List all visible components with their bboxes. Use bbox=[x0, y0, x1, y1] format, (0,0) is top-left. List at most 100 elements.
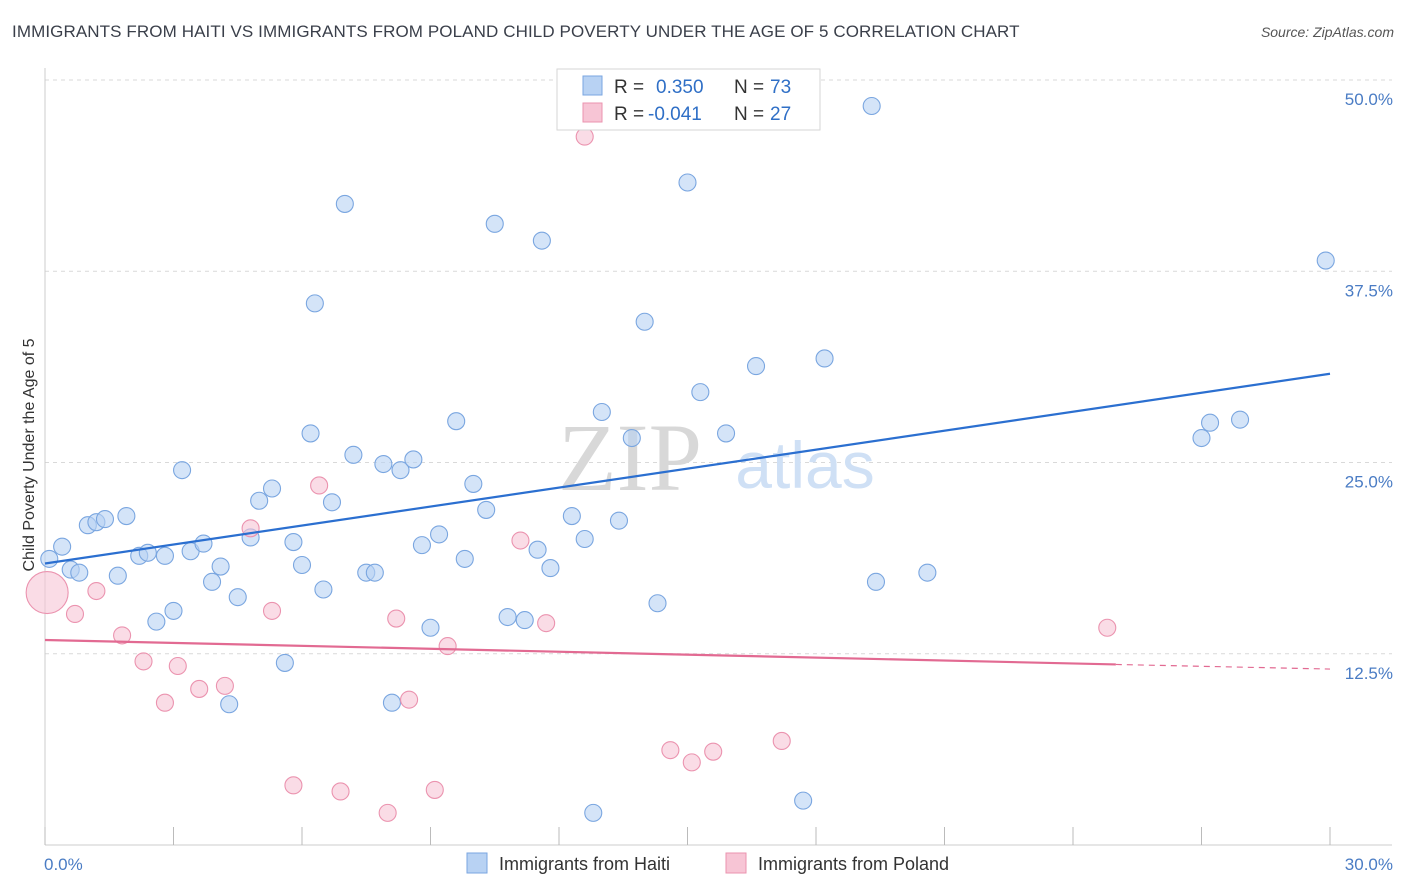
poland-point-5 bbox=[155, 693, 174, 712]
haiti-point-63 bbox=[746, 357, 766, 376]
poland-point-14 bbox=[378, 803, 397, 822]
haiti-point-71 bbox=[1231, 410, 1250, 429]
haiti-point-7 bbox=[108, 566, 127, 585]
bottom-legend: Immigrants from Haiti Immigrants from Po… bbox=[466, 852, 949, 874]
legend-n-value-haiti: 73 bbox=[770, 77, 791, 98]
haiti-point-30 bbox=[322, 493, 342, 512]
haiti-point-60 bbox=[678, 173, 697, 192]
haiti-point-68 bbox=[918, 563, 937, 582]
haiti-point-62 bbox=[716, 424, 736, 443]
bottom-legend-swatch-poland bbox=[725, 852, 747, 874]
haiti-trend-line bbox=[44, 372, 1331, 565]
haiti-point-40 bbox=[421, 618, 440, 637]
haiti-point-47 bbox=[498, 607, 517, 627]
tick-labels: 12.5% 25.0% 37.5% 50.0% 0.0% 30.0% bbox=[44, 90, 1393, 874]
poland-point-22 bbox=[661, 741, 680, 760]
haiti-point-42 bbox=[447, 412, 466, 431]
poland-point-7 bbox=[190, 679, 209, 698]
haiti-point-44 bbox=[464, 474, 483, 493]
haiti-point-22 bbox=[250, 491, 269, 510]
y-tick-label-3: 50.0% bbox=[1345, 90, 1393, 109]
haiti-point-6 bbox=[95, 510, 115, 529]
poland-point-0 bbox=[25, 570, 69, 615]
haiti-point-23 bbox=[262, 479, 282, 498]
poland-point-24 bbox=[704, 742, 723, 761]
haiti-point-18 bbox=[211, 557, 230, 576]
legend-box: R = 0.350 N = 73 R = -0.041 N = 27 bbox=[556, 68, 821, 131]
legend-r-value-haiti: 0.350 bbox=[656, 77, 704, 98]
haiti-point-8 bbox=[117, 506, 136, 526]
haiti-point-12 bbox=[155, 546, 174, 565]
grid-lines bbox=[45, 79, 1392, 655]
poland-point-8 bbox=[215, 676, 234, 695]
y-axis-label: Child Poverty Under the Age of 5 bbox=[21, 338, 38, 571]
haiti-point-61 bbox=[691, 383, 710, 402]
haiti-point-66 bbox=[862, 96, 881, 116]
haiti-point-48 bbox=[515, 611, 534, 630]
haiti-point-20 bbox=[228, 588, 247, 607]
legend-swatch-poland bbox=[582, 102, 603, 123]
y-tick-label-0: 12.5% bbox=[1345, 664, 1393, 683]
legend-r-label-haiti: R = bbox=[614, 77, 644, 98]
poland-point-25 bbox=[772, 731, 791, 751]
y-tick-label-2: 37.5% bbox=[1345, 281, 1393, 300]
source-label: Source: ZipAtlas.com bbox=[1260, 24, 1394, 40]
haiti-point-1 bbox=[53, 537, 72, 556]
haiti-point-64 bbox=[794, 791, 813, 810]
poland-point-11 bbox=[284, 776, 303, 795]
haiti-point-65 bbox=[815, 349, 834, 368]
haiti-point-54 bbox=[584, 803, 603, 822]
haiti-point-69 bbox=[1192, 428, 1211, 448]
haiti-point-58 bbox=[635, 312, 654, 331]
haiti-point-70 bbox=[1201, 413, 1220, 432]
legend-swatch-haiti bbox=[582, 75, 603, 96]
haiti-point-52 bbox=[562, 506, 581, 526]
haiti-point-34 bbox=[365, 563, 384, 582]
poland-point-13 bbox=[331, 782, 350, 801]
haiti-point-11 bbox=[147, 612, 166, 631]
poland-point-19 bbox=[511, 531, 530, 550]
haiti-point-56 bbox=[609, 511, 629, 530]
poland-point-21 bbox=[575, 127, 594, 146]
haiti-point-29 bbox=[314, 580, 333, 599]
haiti-point-37 bbox=[391, 461, 410, 480]
axes bbox=[44, 68, 1392, 846]
haiti-point-0 bbox=[40, 549, 59, 568]
bottom-legend-label-haiti: Immigrants from Haiti bbox=[499, 854, 670, 874]
haiti-point-43 bbox=[455, 549, 474, 568]
poland-point-12 bbox=[310, 476, 329, 495]
poland-point-10 bbox=[262, 601, 282, 620]
chart-title: IMMIGRANTS FROM HAITI VS IMMIGRANTS FROM… bbox=[12, 22, 1020, 41]
haiti-point-45 bbox=[477, 500, 496, 519]
poland-point-3 bbox=[113, 626, 132, 645]
watermark-zip: ZIP bbox=[558, 404, 702, 511]
haiti-point-13 bbox=[164, 601, 183, 620]
legend-n-label-poland: N = bbox=[734, 104, 764, 125]
x-tick-label-0: 0.0% bbox=[44, 855, 83, 874]
haiti-point-41 bbox=[430, 525, 449, 544]
legend-n-value-poland: 27 bbox=[770, 104, 791, 125]
haiti-point-3 bbox=[70, 563, 89, 582]
haiti-point-26 bbox=[292, 555, 312, 575]
poland-point-20 bbox=[537, 614, 556, 633]
haiti-point-49 bbox=[528, 540, 547, 559]
haiti-point-32 bbox=[344, 445, 363, 464]
watermark-atlas: atlas bbox=[735, 428, 874, 502]
haiti-point-17 bbox=[203, 572, 222, 591]
haiti-point-53 bbox=[575, 529, 594, 549]
haiti-point-14 bbox=[173, 461, 192, 480]
poland-point-6 bbox=[168, 656, 187, 676]
haiti-point-51 bbox=[541, 559, 560, 578]
haiti-point-57 bbox=[622, 428, 641, 448]
haiti-point-25 bbox=[284, 533, 303, 552]
x-tick-label-1: 30.0% bbox=[1345, 855, 1393, 874]
poland-point-17 bbox=[425, 780, 444, 799]
haiti-point-46 bbox=[485, 214, 504, 233]
bottom-legend-swatch-haiti bbox=[466, 852, 488, 874]
legend-r-label-poland: R = bbox=[614, 104, 644, 125]
y-tick-label-1: 25.0% bbox=[1345, 473, 1393, 492]
poland-point-4 bbox=[134, 652, 153, 671]
haiti-point-31 bbox=[335, 194, 354, 213]
series-poland-points bbox=[25, 127, 1117, 822]
